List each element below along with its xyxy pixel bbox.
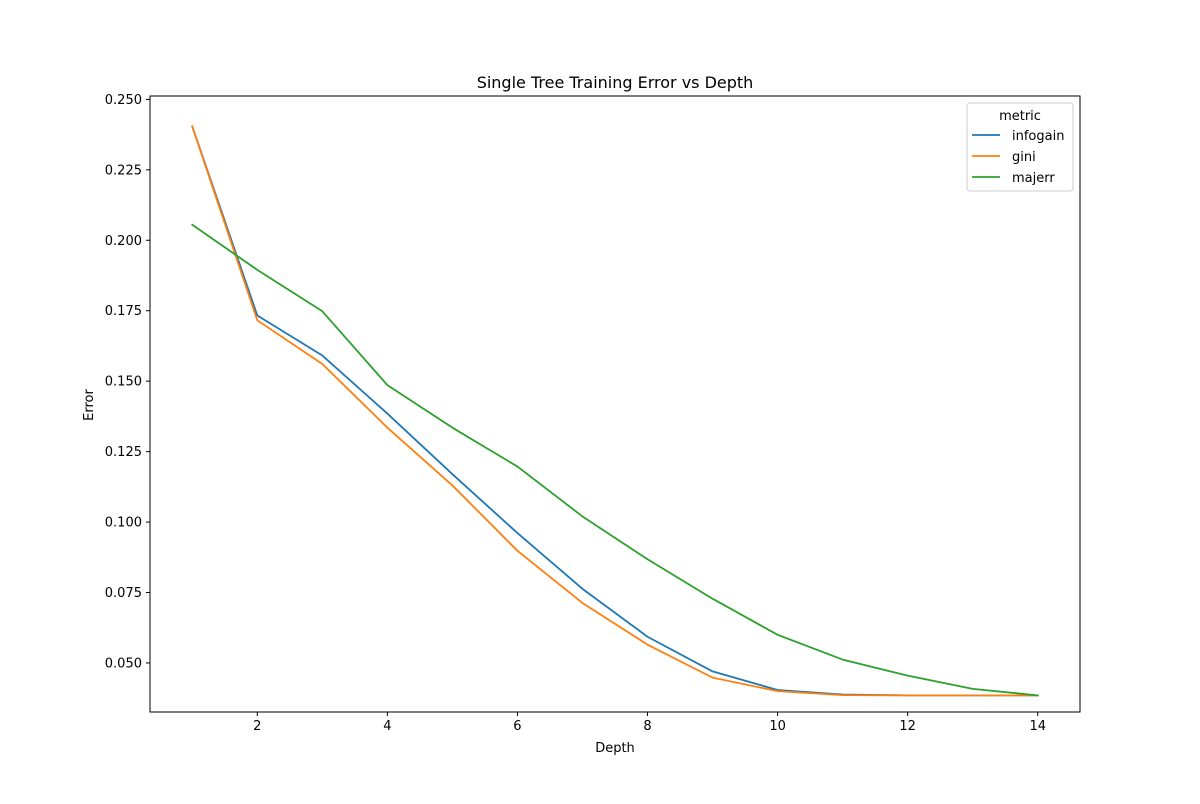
data-point-infogain: [647, 636, 649, 638]
data-point-gini: [321, 363, 323, 365]
series-line-gini: [191, 125, 1039, 697]
x-tick-label: 12: [899, 719, 916, 734]
legend-label-gini: gini: [1012, 150, 1036, 165]
data-point-majerr: [321, 310, 323, 312]
data-point-gini: [386, 427, 388, 429]
data-point-majerr: [452, 427, 454, 429]
data-point-gini: [647, 644, 649, 646]
x-tick-label: 2: [253, 719, 261, 734]
y-axis-label: Error: [82, 389, 97, 421]
x-tick-label: 6: [513, 719, 521, 734]
x-tick-label: 4: [383, 719, 391, 734]
legend-box: [966, 102, 1074, 192]
data-point-majerr: [256, 269, 258, 271]
y-tick-label: 0.125: [105, 445, 142, 460]
x-tick-label: 8: [643, 719, 651, 734]
x-axis-label: Depth: [595, 741, 635, 756]
data-point-majerr: [647, 558, 649, 560]
data-point-infogain: [386, 413, 388, 415]
legend-title: metric: [999, 109, 1041, 124]
legend: metric infogain gini majerr: [966, 102, 1074, 192]
data-point-gini: [452, 485, 454, 487]
data-point-majerr: [386, 384, 388, 386]
data-point-infogain: [712, 671, 714, 673]
y-tick-label: 0.075: [105, 586, 142, 601]
plot-frame: [149, 95, 1081, 713]
data-point-gini: [517, 550, 519, 552]
y-tick-label: 0.175: [105, 304, 142, 319]
x-tick-label: 14: [1029, 719, 1046, 734]
data-point-gini: [842, 694, 844, 696]
data-point-gini: [582, 602, 584, 604]
legend-label-majerr: majerr: [1012, 171, 1055, 186]
chart-title: Single Tree Training Error vs Depth: [477, 73, 754, 92]
plot-area: 2 4 6 8 10 12 14 0.050 0.075 0.100 0.125 0.150 0.175…: [105, 93, 1046, 734]
data-point-majerr: [517, 466, 519, 468]
data-point-infogain: [321, 355, 323, 357]
data-point-majerr: [777, 634, 779, 636]
data-point-gini: [907, 694, 909, 696]
data-point-infogain: [582, 588, 584, 590]
data-point-majerr: [972, 688, 974, 690]
y-tick-label: 0.200: [105, 234, 142, 249]
data-point-majerr: [582, 516, 584, 518]
data-point-gini: [256, 319, 258, 321]
y-tick-label: 0.225: [105, 163, 142, 178]
data-point-infogain: [452, 473, 454, 475]
legend-label-infogain: infogain: [1012, 129, 1064, 144]
data-point-majerr: [1037, 694, 1039, 696]
data-point-infogain: [517, 532, 519, 534]
data-point-majerr: [907, 675, 909, 677]
y-tick-label: 0.250: [105, 93, 142, 108]
data-point-majerr: [712, 598, 714, 600]
data-point-gini: [777, 690, 779, 692]
data-point-gini: [191, 126, 193, 128]
y-tick-label: 0.100: [105, 516, 142, 531]
y-tick-label: 0.050: [105, 656, 142, 671]
y-tick-label: 0.150: [105, 375, 142, 390]
data-point-majerr: [842, 659, 844, 661]
data-point-gini: [972, 694, 974, 696]
data-point-gini: [712, 677, 714, 679]
data-point-majerr: [191, 224, 193, 226]
series-line-majerr: [191, 223, 1039, 697]
x-tick-label: 10: [769, 719, 786, 734]
